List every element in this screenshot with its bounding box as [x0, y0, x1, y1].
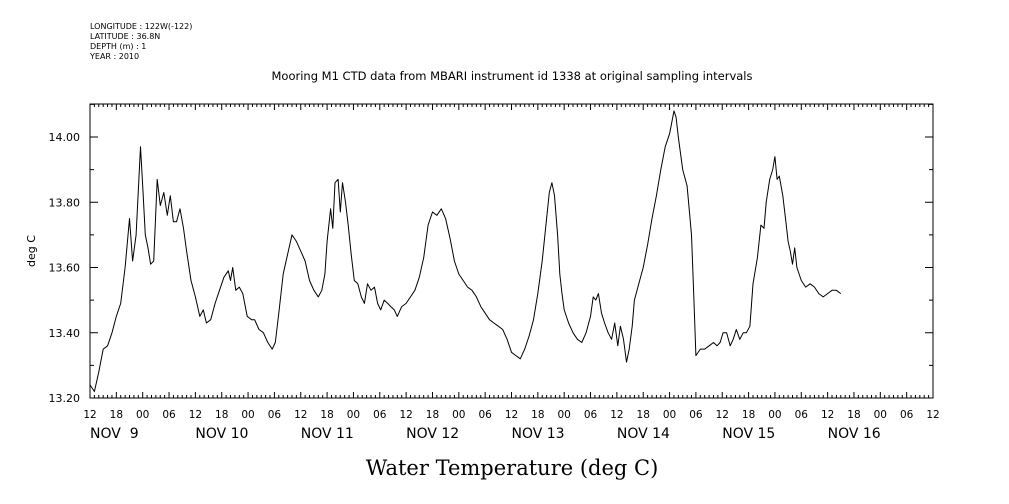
x-day-label: NOV 12 — [406, 426, 459, 442]
metadata-depth: DEPTH (m) : 1 — [90, 42, 146, 51]
x-axis-label: Water Temperature (deg C) — [366, 456, 659, 480]
x-day-label: NOV 10 — [195, 426, 248, 442]
x-hour-label: 18 — [637, 409, 650, 421]
x-hour-label: 06 — [689, 409, 703, 421]
x-hour-label: 18 — [742, 409, 755, 421]
x-hour-label: 06 — [162, 409, 176, 421]
x-day-label: NOV 14 — [617, 426, 670, 442]
x-hour-label: 12 — [610, 409, 623, 421]
x-hour-label: 18 — [531, 409, 544, 421]
x-hour-label: 00 — [663, 409, 676, 421]
x-day-label: NOV 16 — [828, 426, 881, 442]
x-hour-label: 18 — [847, 409, 860, 421]
y-axis-label: deg C — [25, 235, 38, 267]
x-hour-label: 00 — [136, 409, 149, 421]
metadata-longitude: LONGITUDE : 122W(-122) — [90, 22, 192, 31]
x-hour-label: 18 — [426, 409, 439, 421]
y-tick-labels: 13.20 13.40 13.60 13.80 14.00 — [49, 131, 81, 405]
y-tick-label: 13.40 — [49, 327, 81, 340]
x-hour-label: 12 — [716, 409, 729, 421]
x-hour-label: 18 — [110, 409, 123, 421]
x-day-label: NOV 13 — [512, 426, 565, 442]
x-hour-label: 12 — [294, 409, 307, 421]
x-hour-label: 06 — [795, 409, 809, 421]
x-hour-label: 06 — [478, 409, 492, 421]
temperature-series-line — [89, 110, 842, 392]
x-day-label: NOV 9 — [90, 426, 139, 442]
x-hour-label: 00 — [558, 409, 571, 421]
tick-marks — [89, 103, 934, 399]
chart-title: Mooring M1 CTD data from MBARI instrumen… — [272, 69, 753, 83]
x-hour-label: 12 — [189, 409, 202, 421]
x-day-label: NOV 15 — [722, 426, 775, 442]
y-tick-label: 14.00 — [49, 131, 81, 144]
x-hour-label: 00 — [347, 409, 360, 421]
x-hour-label: 00 — [874, 409, 887, 421]
x-hour-label: 06 — [268, 409, 282, 421]
x-hour-label: 18 — [215, 409, 228, 421]
x-hour-label: 12 — [83, 409, 96, 421]
x-hour-label: 06 — [584, 409, 598, 421]
x-hour-label: 06 — [900, 409, 914, 421]
y-tick-label: 13.80 — [49, 196, 81, 209]
x-hour-label: 00 — [241, 409, 254, 421]
plot-frame — [89, 103, 934, 399]
x-hour-label: 18 — [320, 409, 333, 421]
x-hour-label: 00 — [768, 409, 781, 421]
x-hour-label: 12 — [821, 409, 834, 421]
x-hour-label: 06 — [373, 409, 387, 421]
y-tick-label: 13.20 — [49, 392, 81, 405]
x-hour-label: 12 — [399, 409, 412, 421]
x-hour-label: 12 — [505, 409, 518, 421]
x-hour-labels: 12 18 00 06 12 18 00 06 12 18 00 06 12 18 00 06 12 18 00 06… — [83, 409, 939, 421]
metadata-year: YEAR : 2010 — [89, 52, 139, 61]
metadata-block: LONGITUDE : 122W(-122) LATITUDE : 36.8N … — [89, 22, 192, 61]
x-hour-label: 00 — [452, 409, 465, 421]
metadata-latitude: LATITUDE : 36.8N — [90, 32, 160, 41]
y-tick-label: 13.60 — [49, 262, 81, 275]
x-day-labels: NOV 9 NOV 10 NOV 11 NOV 12 NOV 13 NOV 14 NOV 1… — [90, 426, 881, 442]
x-day-label: NOV 11 — [301, 426, 354, 442]
x-hour-label: 12 — [926, 409, 939, 421]
